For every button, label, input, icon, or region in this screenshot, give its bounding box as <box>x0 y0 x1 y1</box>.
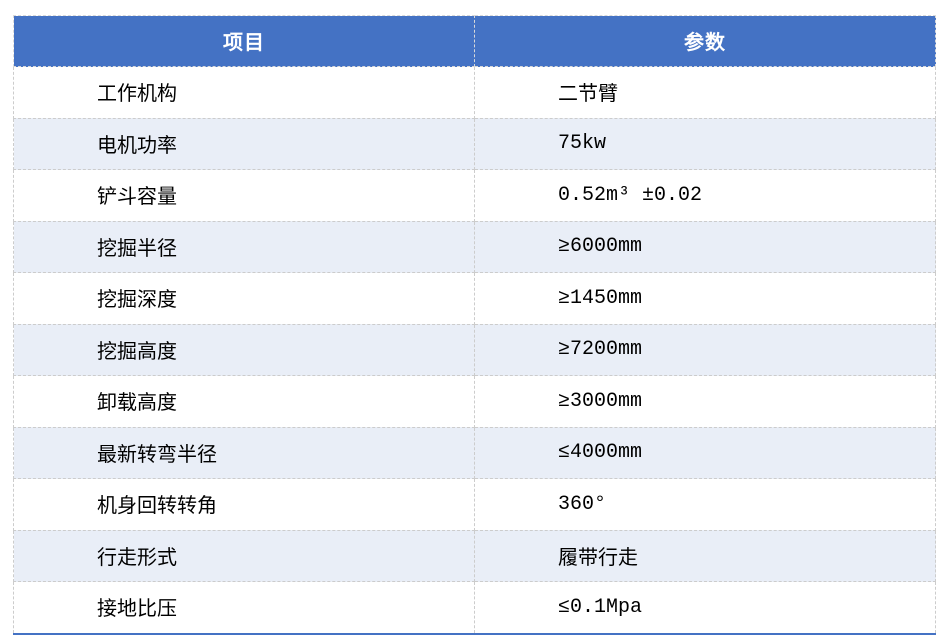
item-cell: 接地比压 <box>13 581 475 634</box>
item-cell: 工作机构 <box>13 66 475 119</box>
table-row: 挖掘半径 ≥6000mm <box>13 220 936 273</box>
item-cell: 挖掘高度 <box>13 323 475 376</box>
table-row: 铲斗容量 0.52m³ ±0.02 <box>13 169 936 222</box>
item-cell: 机身回转转角 <box>13 478 475 531</box>
value-cell: ≤0.1Mpa <box>474 581 936 634</box>
value-cell: ≥1450mm <box>474 272 936 325</box>
item-cell: 挖掘深度 <box>13 272 475 325</box>
item-cell: 挖掘半径 <box>13 220 475 273</box>
table-row: 最新转弯半径 ≤4000mm <box>13 426 936 479</box>
table-body: 工作机构 二节臂 电机功率 75kw 铲斗容量 0.52m³ ±0.02 挖掘半… <box>13 66 936 634</box>
value-cell: 75kw <box>474 117 936 170</box>
item-cell: 卸载高度 <box>13 375 475 428</box>
table-row: 挖掘高度 ≥7200mm <box>13 323 936 376</box>
table-row: 卸载高度 ≥3000mm <box>13 375 936 428</box>
value-cell: 二节臂 <box>474 66 936 119</box>
value-cell: 履带行走 <box>474 529 936 582</box>
item-cell: 电机功率 <box>13 117 475 170</box>
item-cell: 铲斗容量 <box>13 169 475 222</box>
table-row: 电机功率 75kw <box>13 117 936 170</box>
item-cell: 最新转弯半径 <box>13 426 475 479</box>
value-cell: ≥3000mm <box>474 375 936 428</box>
value-cell: 0.52m³ ±0.02 <box>474 169 936 222</box>
column-header-item: 项目 <box>13 15 475 67</box>
table-row: 工作机构 二节臂 <box>13 66 936 119</box>
table-row: 行走形式 履带行走 <box>13 529 936 582</box>
table-row: 挖掘深度 ≥1450mm <box>13 272 936 325</box>
item-cell: 行走形式 <box>13 529 475 582</box>
value-cell: ≤4000mm <box>474 426 936 479</box>
header-row: 项目 参数 <box>13 15 936 67</box>
column-header-param: 参数 <box>474 15 936 67</box>
value-cell: ≥7200mm <box>474 323 936 376</box>
table-row: 接地比压 ≤0.1Mpa <box>13 581 936 634</box>
value-cell: 360° <box>474 478 936 531</box>
value-cell: ≥6000mm <box>474 220 936 273</box>
spec-table: 项目 参数 工作机构 二节臂 电机功率 75kw 铲斗容量 0.52m³ ±0.… <box>13 15 936 635</box>
table-row: 机身回转转角 360° <box>13 478 936 531</box>
